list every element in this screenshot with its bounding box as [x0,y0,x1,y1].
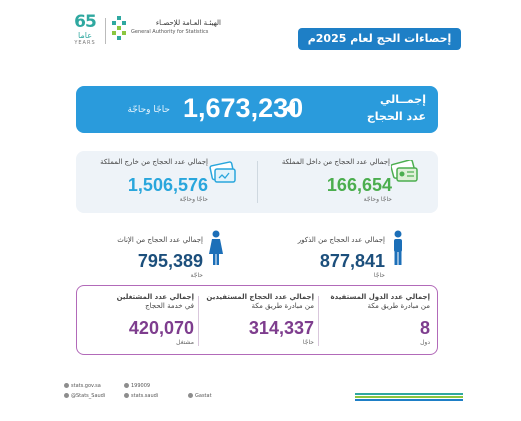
male-unit: حاجًا [373,272,385,279]
gastat-name: الهيئـة العـامة للإحصـاء General Authori… [131,19,221,36]
male-value-block: 877,841 حاجًا [300,250,385,280]
total-label-line2: عدد الحجاج [366,110,426,123]
male-stat: إجمالي عدد الحجاج من الذكور [270,236,385,245]
male-value: 877,841 [319,251,385,271]
instagram-icon [124,393,129,398]
foreign-unit: حاجًا وحاجّة [179,196,208,203]
panel-separator [198,296,199,346]
footer-twitter[interactable]: @Stats_Saudi [64,393,105,399]
foreign-value: 1,506,576 [127,175,208,195]
female-value-block: 795,389 حاجّة [110,250,203,280]
stripe-green [355,396,463,398]
beneficiaries-stat: إجمالي عدد الحجاج المستفيدين من مبادرة ط… [204,293,314,347]
domestic-value: 166,654 [326,175,392,195]
domestic-unit: حاجًا وحاجّة [363,196,392,203]
total-pilgrims-value: 1,673,230 [183,93,304,123]
website-text: stats.gov.sa [71,383,101,389]
foreign-label: إجمالي عدد الحجاج من خارج المملكة [100,158,208,166]
gastat-logo-icon [112,16,126,40]
female-unit: حاجّة [190,272,203,279]
footer-instagram[interactable]: stats.saudi [124,393,158,399]
employees-sublabel: في خدمة الحجاج [145,302,194,310]
stripe-blue [355,399,463,401]
phone-icon [124,383,129,388]
anniversary-arabic: عاما [78,31,92,40]
stripe-teal [355,393,463,395]
domestic-label: إجمالي عدد الحجاج من داخل المملكة [281,158,390,166]
footer-brand[interactable]: Gastat [188,393,212,399]
countries-sublabel: من مبادرة طريق مكة [367,302,430,310]
employees-value: 420,070 [128,318,194,338]
pointer-triangle-icon [284,102,295,116]
brand-text: Gastat [195,393,212,399]
origin-panel [76,151,438,213]
countries-label: إجمالي عدد الدول المستفيدة [330,293,430,301]
countries-value: 8 [419,318,430,338]
globe-icon [64,383,69,388]
total-label-line1: إجمــالي [380,93,426,106]
page-title: إحصاءات الحج لعام 2025م [298,28,461,50]
total-pilgrims-unit: حاجًا وحاجّة [127,105,170,115]
youtube-icon [188,393,193,398]
logo-divider [105,18,106,44]
beneficiaries-unit: حاجًا [302,339,314,346]
gastat-english: General Authority for Statistics [131,29,209,35]
twitter-icon [64,393,69,398]
phone-text: 199009 [131,383,151,389]
countries-unit: دول [420,339,430,346]
female-icon [209,230,223,265]
female-stat: إجمالي عدد الحجاج من الإناث [98,236,203,245]
female-value: 795,389 [137,251,203,271]
beneficiaries-value: 314,337 [248,318,314,338]
employees-stat: إجمالي عدد المشتغلين في خدمة الحجاج 420,… [84,293,194,347]
employees-unit: مشتغل [176,339,194,346]
makkah-route-panel [76,285,438,355]
gastat-arabic: الهيئـة العـامة للإحصـاء [155,19,221,27]
beneficiaries-sublabel: من مبادرة طريق مكة [251,302,314,310]
panel-divider [257,161,258,203]
anniversary-logo: 65 عاما YEARS [70,14,100,47]
total-pilgrims-banner: إجمــالي عدد الحجاج 1,673,230 حاجًا وحاج… [76,86,438,133]
footer-phone[interactable]: 199009 [124,383,150,389]
male-icon [394,230,402,265]
female-label: إجمالي عدد الحجاج من الإناث [117,236,203,244]
twitter-text: @Stats_Saudi [71,393,106,399]
domestic-stat: إجمالي عدد الحجاج من داخل المملكة [280,158,390,167]
footer-website[interactable]: stats.gov.sa [64,383,101,389]
employees-label: إجمالي عدد المشتغلين [116,293,194,301]
anniversary-english: YEARS [74,40,96,46]
foreign-value-block: 1,506,576 حاجًا وحاجّة [100,174,208,204]
total-pilgrims-label: إجمــالي عدد الحجاج [354,91,426,125]
beneficiaries-label: إجمالي عدد الحجاج المستفيدين [206,293,314,301]
id-card-icon [391,160,418,182]
anniversary-number: 65 [74,12,97,32]
instagram-text: stats.saudi [131,393,159,399]
passport-icon [209,161,236,183]
countries-stat: إجمالي عدد الدول المستفيدة من مبادرة طري… [324,293,430,347]
brand-stripes [355,393,463,403]
domestic-value-block: 166,654 حاجًا وحاجّة [312,174,392,204]
male-label: إجمالي عدد الحجاج من الذكور [297,236,385,244]
foreign-stat: إجمالي عدد الحجاج من خارج المملكة [100,158,208,167]
panel-separator [318,296,319,346]
